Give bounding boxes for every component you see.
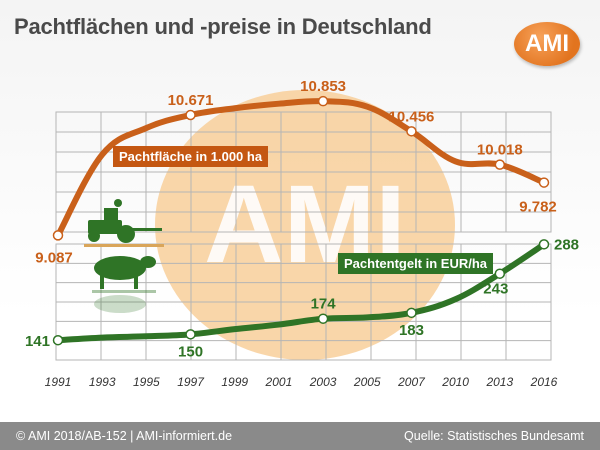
- series-point-1: [52, 334, 64, 346]
- series-point-1: [538, 239, 550, 250]
- x-tick-label: 1999: [221, 375, 248, 389]
- series-point-0: [317, 95, 329, 107]
- series-point-0: [185, 109, 196, 121]
- ami-logo: AMI: [514, 22, 580, 66]
- data-label-0: 10.853: [300, 78, 346, 95]
- x-tick-label: 2007: [397, 375, 426, 389]
- series-label-rent: Pachtentgelt in EUR/ha: [338, 253, 494, 274]
- footer-copyright: © AMI 2018/AB-152 | AMI-informiert.de: [16, 429, 233, 443]
- x-tick-label: 1997: [177, 375, 205, 389]
- data-label-1: 174: [311, 296, 337, 313]
- x-tick-label: 2001: [265, 375, 293, 389]
- x-tick-label: 1993: [89, 375, 116, 389]
- data-label-0: 10.456: [389, 108, 435, 125]
- data-label-0: 10.671: [168, 92, 214, 109]
- series-label-area: Pachtfläche in 1.000 ha: [113, 146, 269, 167]
- series-point-1: [317, 313, 329, 324]
- footer-source: Quelle: Statistisches Bundesamt: [404, 429, 584, 443]
- series-point-0: [406, 126, 417, 137]
- x-tick-label: 1991: [45, 375, 72, 389]
- data-label-0: 9.782: [519, 199, 557, 216]
- data-label-0: 10.018: [477, 142, 523, 159]
- data-label-0: 9.087: [35, 249, 73, 266]
- data-label-1: 288: [554, 236, 579, 253]
- series-line-1: [55, 241, 547, 344]
- series-point-0: [52, 230, 64, 241]
- data-label-1: 150: [178, 343, 203, 360]
- data-label-1: 243: [483, 281, 508, 298]
- tractor-icon: [84, 199, 164, 247]
- page-title: Pachtflächen und -preise in Deutschland: [14, 14, 432, 39]
- footer-bar: © AMI 2018/AB-152 | AMI-informiert.de Qu…: [0, 422, 600, 450]
- x-tick-label: 2005: [353, 375, 381, 389]
- series-point-0: [494, 159, 506, 170]
- x-tick-label: 2010: [441, 375, 469, 389]
- cow-icon: [92, 256, 156, 313]
- x-tick-label: 2003: [309, 375, 337, 389]
- series-point-1: [406, 307, 417, 319]
- x-tick-label: 2016: [530, 375, 558, 389]
- x-tick-label: 1995: [133, 375, 160, 389]
- series-point-0: [538, 177, 550, 188]
- data-label-1: 183: [399, 322, 424, 339]
- series-line-0: [55, 98, 547, 239]
- series-point-1: [494, 268, 506, 279]
- data-label-1: 141: [25, 333, 50, 350]
- series-point-1: [185, 329, 196, 340]
- x-tick-label: 2013: [485, 375, 513, 389]
